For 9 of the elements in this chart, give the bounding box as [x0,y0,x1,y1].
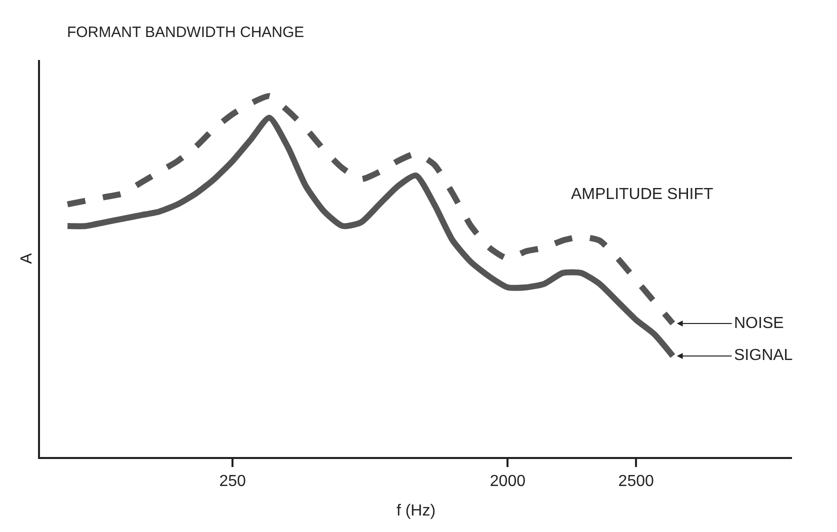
x-tick-label: 2500 [618,473,654,490]
y-axis-title: A [18,252,36,264]
x-axis-title: f (Hz) [396,502,436,520]
text: NOISE [734,315,784,332]
annotation: AMPLITUDE SHIFT [571,186,714,203]
x-tick-label: 2000 [490,473,526,490]
chart-title: FORMANT BANDWIDTH CHANGE [66,24,304,42]
text: SIGNAL [734,347,793,364]
x-tick-label: 250 [219,473,246,490]
